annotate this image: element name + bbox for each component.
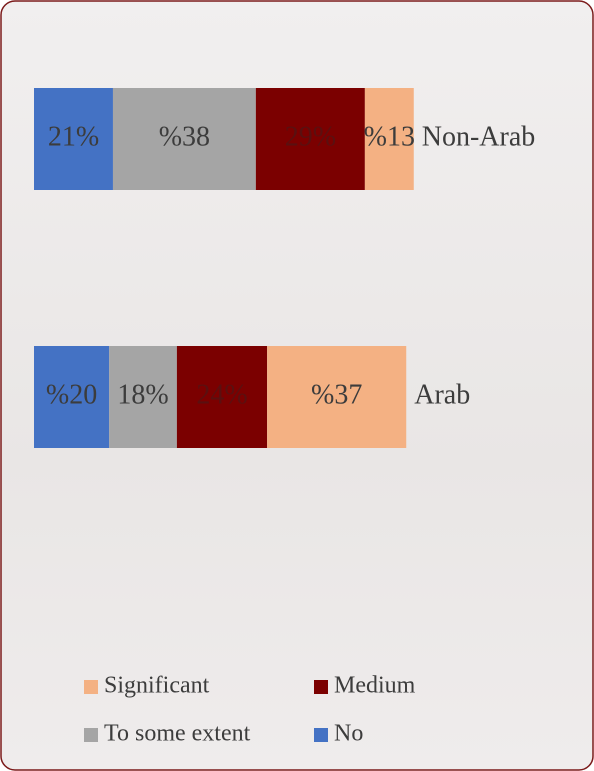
- data-label: %37: [311, 379, 362, 410]
- chart: 21% %38 29% %13Non-Arab %20 18% 24% %37 Arab Sign…: [0, 0, 594, 771]
- legend-label: To some extent: [104, 721, 251, 747]
- legend-swatch: [84, 680, 98, 694]
- data-label: 21%: [48, 121, 99, 152]
- data-label: %38: [159, 121, 210, 152]
- page: 21% %38 29% %13Non-Arab %20 18% 24% %37 Arab Sign…: [0, 0, 594, 771]
- data-label: 29%: [285, 121, 336, 152]
- legend-swatch: [84, 728, 98, 742]
- legend-swatch: [314, 728, 328, 742]
- legend-swatch: [314, 680, 328, 694]
- data-label: 24%: [196, 379, 247, 410]
- legend-label: Significant: [104, 673, 210, 699]
- category-label: Non-Arab: [422, 121, 536, 152]
- data-label: %13: [364, 121, 415, 152]
- legend-label: No: [334, 721, 363, 747]
- data-label: %20: [46, 379, 97, 410]
- legend-label: Medium: [334, 673, 416, 699]
- data-label: 18%: [117, 379, 168, 410]
- category-label: Arab: [414, 379, 470, 410]
